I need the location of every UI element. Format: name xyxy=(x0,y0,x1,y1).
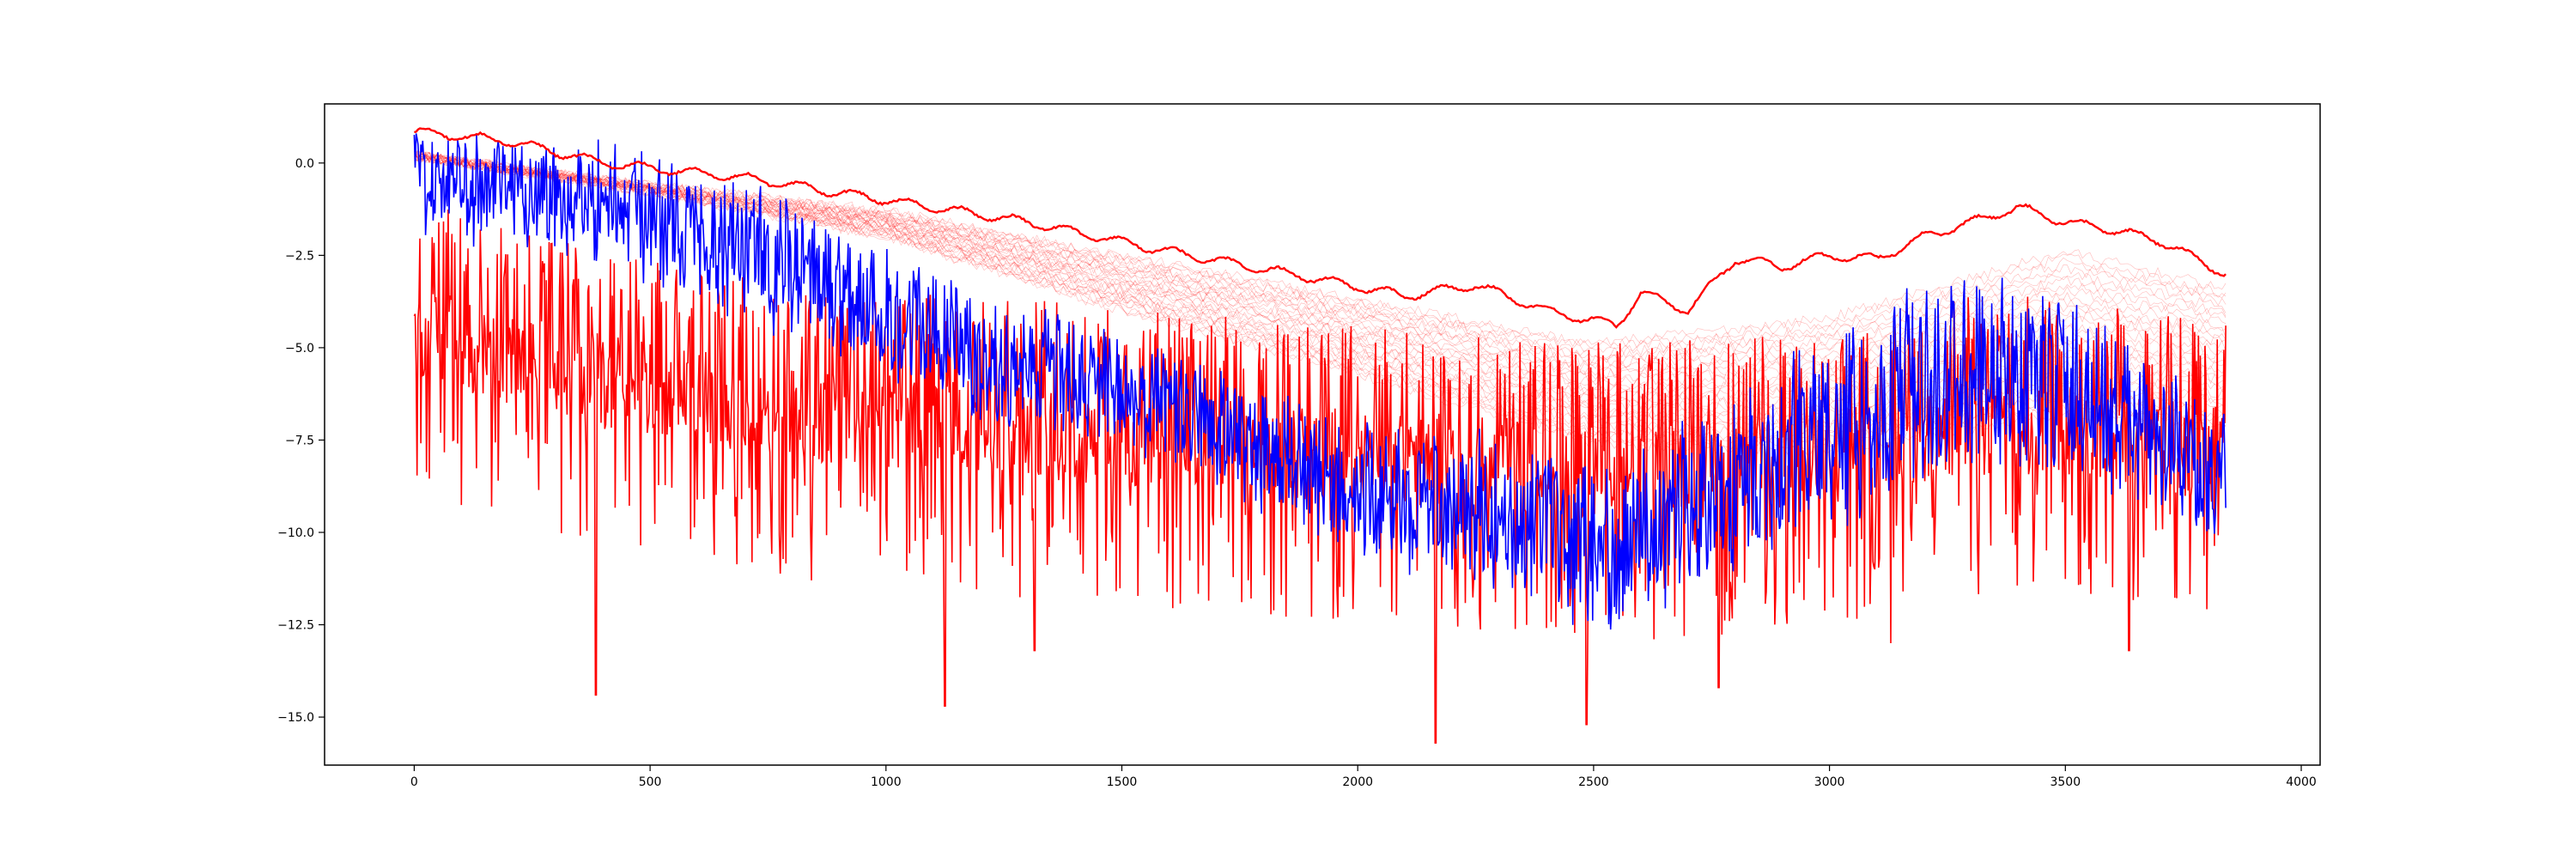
faint-red-series-line xyxy=(414,153,2227,364)
x-tick-label: 1000 xyxy=(871,775,902,789)
x-tick-label: 2500 xyxy=(1578,775,1609,789)
faint-red-series-line xyxy=(414,152,2227,360)
y-tick-label: −15.0 xyxy=(277,711,314,725)
x-axis: 0 500 1000 1500 2000 2500 3000 3500 4000 xyxy=(410,765,2317,789)
faint-red-series-line xyxy=(414,150,2227,372)
y-tick-label: −10.0 xyxy=(277,526,314,540)
y-tick-label: 0.0 xyxy=(295,157,314,171)
faint-red-series-line xyxy=(414,151,2227,383)
faint-red-series-line xyxy=(414,151,2227,398)
faint-red-series-line xyxy=(414,150,2227,425)
red-envelope-series-layer xyxy=(414,127,2227,329)
plot-frame xyxy=(324,103,2321,766)
faint-red-series-line xyxy=(414,152,2227,434)
faint-red-series-line xyxy=(414,152,2227,353)
faint-red-series-line xyxy=(414,150,2227,430)
x-tick-label: 1500 xyxy=(1107,775,1138,789)
faint-red-series-line xyxy=(414,152,2227,393)
x-tick-label: 500 xyxy=(639,775,662,789)
faint-red-series-line xyxy=(414,154,2227,410)
faint-red-series-line xyxy=(414,152,2227,418)
x-tick-label: 2000 xyxy=(1342,775,1373,789)
y-tick-label: −2.5 xyxy=(285,249,314,263)
faint-red-series-line xyxy=(414,153,2227,367)
faint-red-series-line xyxy=(414,153,2227,369)
blue-noisy-series-line xyxy=(413,133,2227,630)
faint-red-series-line xyxy=(414,150,2227,404)
x-tick-label: 3500 xyxy=(2050,775,2081,789)
red-envelope-series-line xyxy=(414,127,2227,329)
x-tick-label: 0 xyxy=(410,775,418,789)
faint-red-series-line xyxy=(414,152,2227,347)
faint-red-series-line xyxy=(414,154,2227,380)
y-tick-label: −12.5 xyxy=(277,619,314,633)
faint-red-series-line xyxy=(414,154,2227,392)
faint-red-series-line xyxy=(414,150,2227,407)
y-axis: 0.0 −2.5 −5.0 −7.5 −10.0 −12.5 −15.0 xyxy=(277,157,325,725)
x-tick-label: 3000 xyxy=(1814,775,1845,789)
x-tick-label: 4000 xyxy=(2286,775,2317,789)
faint-red-series-line xyxy=(414,149,2227,349)
y-tick-label: −5.0 xyxy=(285,342,314,356)
faint-red-series-line xyxy=(414,154,2227,399)
blue-series-layer xyxy=(413,133,2227,630)
faint-red-series-line xyxy=(414,152,2227,376)
faint-red-series-line xyxy=(414,151,2227,422)
faint-red-series-line xyxy=(414,153,2227,415)
y-tick-label: −7.5 xyxy=(285,434,314,447)
faint-red-series-line xyxy=(414,152,2227,386)
